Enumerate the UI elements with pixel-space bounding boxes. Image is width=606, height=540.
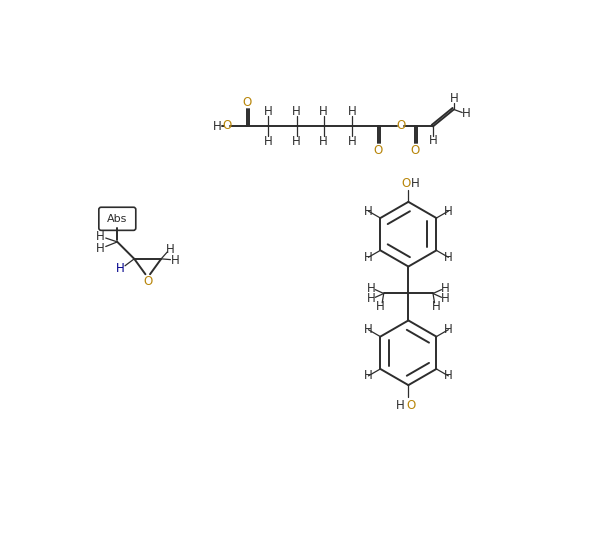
Text: O: O (374, 144, 383, 157)
Text: H: H (444, 251, 453, 264)
Text: H: H (96, 230, 105, 243)
Text: Abs: Abs (107, 214, 127, 224)
Text: H: H (292, 134, 301, 147)
Text: H: H (411, 177, 420, 190)
Text: H: H (319, 134, 328, 147)
Text: O: O (411, 144, 420, 157)
Text: H: H (444, 323, 453, 336)
Text: O: O (222, 119, 231, 132)
Text: H: H (319, 105, 328, 118)
Text: H: H (213, 120, 222, 133)
Text: H: H (171, 254, 179, 267)
Text: H: H (116, 261, 125, 274)
Text: O: O (401, 177, 411, 190)
Text: H: H (96, 241, 105, 254)
Text: H: H (364, 323, 373, 336)
Text: H: H (264, 134, 273, 147)
Text: H: H (396, 399, 405, 411)
Text: H: H (462, 107, 470, 120)
Text: H: H (376, 300, 385, 313)
Text: H: H (348, 134, 356, 147)
Text: H: H (444, 369, 453, 382)
Text: O: O (243, 96, 252, 109)
Text: H: H (441, 281, 450, 295)
Text: H: H (367, 292, 376, 306)
Text: H: H (292, 105, 301, 118)
Text: O: O (396, 119, 405, 132)
Text: H: H (444, 205, 453, 218)
Text: O: O (406, 399, 415, 411)
Text: H: H (348, 105, 356, 118)
Text: H: H (367, 281, 376, 295)
Text: H: H (166, 243, 175, 256)
Text: O: O (143, 275, 152, 288)
FancyBboxPatch shape (99, 207, 136, 231)
Text: H: H (428, 134, 438, 147)
Text: H: H (364, 369, 373, 382)
Text: H: H (364, 205, 373, 218)
Text: H: H (264, 105, 273, 118)
Text: H: H (364, 251, 373, 264)
Text: H: H (441, 292, 450, 306)
Text: H: H (450, 92, 458, 105)
Text: H: H (431, 300, 441, 313)
